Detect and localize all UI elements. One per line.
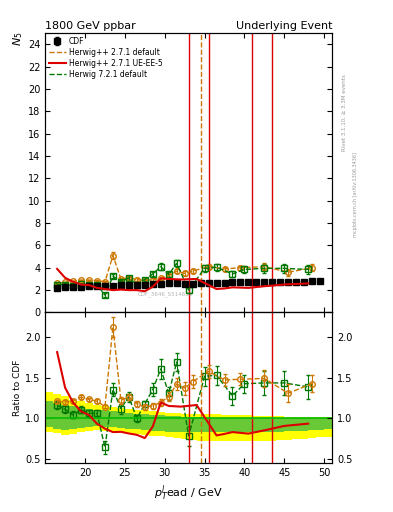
Herwig++ 2.7.1 default <box>103 279 107 285</box>
Herwig++ 2.7.1 default <box>238 265 243 271</box>
Line: Herwig++ 2.7.1 UE-EE-5: Herwig++ 2.7.1 UE-EE-5 <box>57 269 308 291</box>
Herwig 7.2.1 default <box>306 266 310 272</box>
Herwig++ 2.7.1 default <box>262 264 267 270</box>
Herwig++ 2.7.1 UE-EE-5 <box>262 283 267 289</box>
Herwig++ 2.7.1 default <box>310 265 314 271</box>
Herwig++ 2.7.1 default <box>63 279 68 285</box>
Text: mcplots.cern.ch [arXiv:1306.3436]: mcplots.cern.ch [arXiv:1306.3436] <box>353 152 358 237</box>
Herwig++ 2.7.1 default <box>95 278 99 284</box>
Herwig 7.2.1 default <box>214 264 219 270</box>
Herwig++ 2.7.1 UE-EE-5 <box>178 276 183 283</box>
Herwig++ 2.7.1 UE-EE-5 <box>87 282 92 288</box>
Herwig++ 2.7.1 default <box>119 276 123 282</box>
Herwig++ 2.7.1 UE-EE-5 <box>55 266 59 272</box>
Herwig 7.2.1 default <box>262 265 267 271</box>
Herwig++ 2.7.1 UE-EE-5 <box>151 284 155 290</box>
Herwig++ 2.7.1 default <box>71 278 75 284</box>
Herwig++ 2.7.1 UE-EE-5 <box>222 285 227 291</box>
Herwig++ 2.7.1 UE-EE-5 <box>246 285 251 291</box>
Line: Herwig++ 2.7.1 default: Herwig++ 2.7.1 default <box>57 255 312 284</box>
Herwig++ 2.7.1 UE-EE-5 <box>119 287 123 293</box>
Text: CDF_3646_S514639: CDF_3646_S514639 <box>138 292 193 297</box>
Herwig 7.2.1 default <box>158 264 163 270</box>
Herwig 7.2.1 default <box>103 292 107 298</box>
Herwig 7.2.1 default <box>119 279 123 285</box>
Legend: CDF, Herwig++ 2.7.1 default, Herwig++ 2.7.1 UE-EE-5, Herwig 7.2.1 default: CDF, Herwig++ 2.7.1 default, Herwig++ 2.… <box>48 35 164 80</box>
Herwig 7.2.1 default <box>127 275 131 281</box>
Herwig++ 2.7.1 UE-EE-5 <box>194 276 199 282</box>
Herwig++ 2.7.1 UE-EE-5 <box>127 287 131 293</box>
Herwig++ 2.7.1 UE-EE-5 <box>158 275 163 282</box>
Herwig 7.2.1 default <box>230 271 235 277</box>
Y-axis label: $N_5$: $N_5$ <box>11 32 25 46</box>
Herwig 7.2.1 default <box>174 260 179 266</box>
Herwig 7.2.1 default <box>282 265 286 271</box>
Herwig++ 2.7.1 default <box>142 278 147 284</box>
Herwig 7.2.1 default <box>166 271 171 278</box>
Herwig 7.2.1 default <box>134 282 139 288</box>
Herwig++ 2.7.1 UE-EE-5 <box>166 276 171 282</box>
Herwig++ 2.7.1 UE-EE-5 <box>214 286 219 292</box>
Herwig 7.2.1 default <box>186 287 191 293</box>
Herwig 7.2.1 default <box>79 281 83 287</box>
Herwig++ 2.7.1 default <box>286 269 290 275</box>
Herwig++ 2.7.1 UE-EE-5 <box>63 275 68 281</box>
Herwig 7.2.1 default <box>242 266 247 272</box>
Herwig++ 2.7.1 default <box>158 275 163 282</box>
Herwig++ 2.7.1 default <box>55 281 59 287</box>
Herwig 7.2.1 default <box>202 265 207 271</box>
Herwig 7.2.1 default <box>110 273 115 279</box>
Text: 1800 GeV ppbar: 1800 GeV ppbar <box>45 21 136 31</box>
Herwig++ 2.7.1 default <box>182 270 187 276</box>
Herwig 7.2.1 default <box>87 282 92 288</box>
X-axis label: $p_T^l$ead / GeV: $p_T^l$ead / GeV <box>154 484 223 503</box>
Herwig++ 2.7.1 default <box>222 266 227 272</box>
Herwig++ 2.7.1 default <box>174 268 179 274</box>
Herwig++ 2.7.1 UE-EE-5 <box>134 287 139 293</box>
Herwig 7.2.1 default <box>151 271 155 277</box>
Herwig++ 2.7.1 UE-EE-5 <box>142 288 147 294</box>
Herwig++ 2.7.1 UE-EE-5 <box>282 282 286 288</box>
Herwig++ 2.7.1 default <box>206 264 211 270</box>
Herwig 7.2.1 default <box>63 282 68 288</box>
Herwig++ 2.7.1 default <box>134 276 139 283</box>
Herwig 7.2.1 default <box>55 282 59 288</box>
Herwig++ 2.7.1 default <box>87 277 92 283</box>
Herwig++ 2.7.1 UE-EE-5 <box>110 287 115 293</box>
Text: Rivet 3.1.10, ≥ 3.3M events: Rivet 3.1.10, ≥ 3.3M events <box>342 74 346 151</box>
Herwig 7.2.1 default <box>95 282 99 288</box>
Herwig++ 2.7.1 UE-EE-5 <box>103 286 107 292</box>
Herwig++ 2.7.1 UE-EE-5 <box>95 285 99 291</box>
Line: Herwig 7.2.1 default: Herwig 7.2.1 default <box>57 263 308 295</box>
Herwig++ 2.7.1 default <box>151 276 155 283</box>
Y-axis label: Ratio to CDF: Ratio to CDF <box>13 360 22 416</box>
Herwig++ 2.7.1 default <box>110 252 115 259</box>
Herwig 7.2.1 default <box>71 283 75 289</box>
Herwig++ 2.7.1 UE-EE-5 <box>79 282 83 288</box>
Herwig 7.2.1 default <box>142 276 147 283</box>
Herwig++ 2.7.1 UE-EE-5 <box>230 284 235 290</box>
Text: Underlying Event: Underlying Event <box>235 21 332 31</box>
Herwig++ 2.7.1 default <box>127 275 131 281</box>
Herwig++ 2.7.1 UE-EE-5 <box>306 281 310 287</box>
Herwig++ 2.7.1 default <box>79 277 83 283</box>
Herwig++ 2.7.1 UE-EE-5 <box>71 279 75 285</box>
Herwig++ 2.7.1 default <box>166 272 171 279</box>
Herwig++ 2.7.1 default <box>190 268 195 274</box>
